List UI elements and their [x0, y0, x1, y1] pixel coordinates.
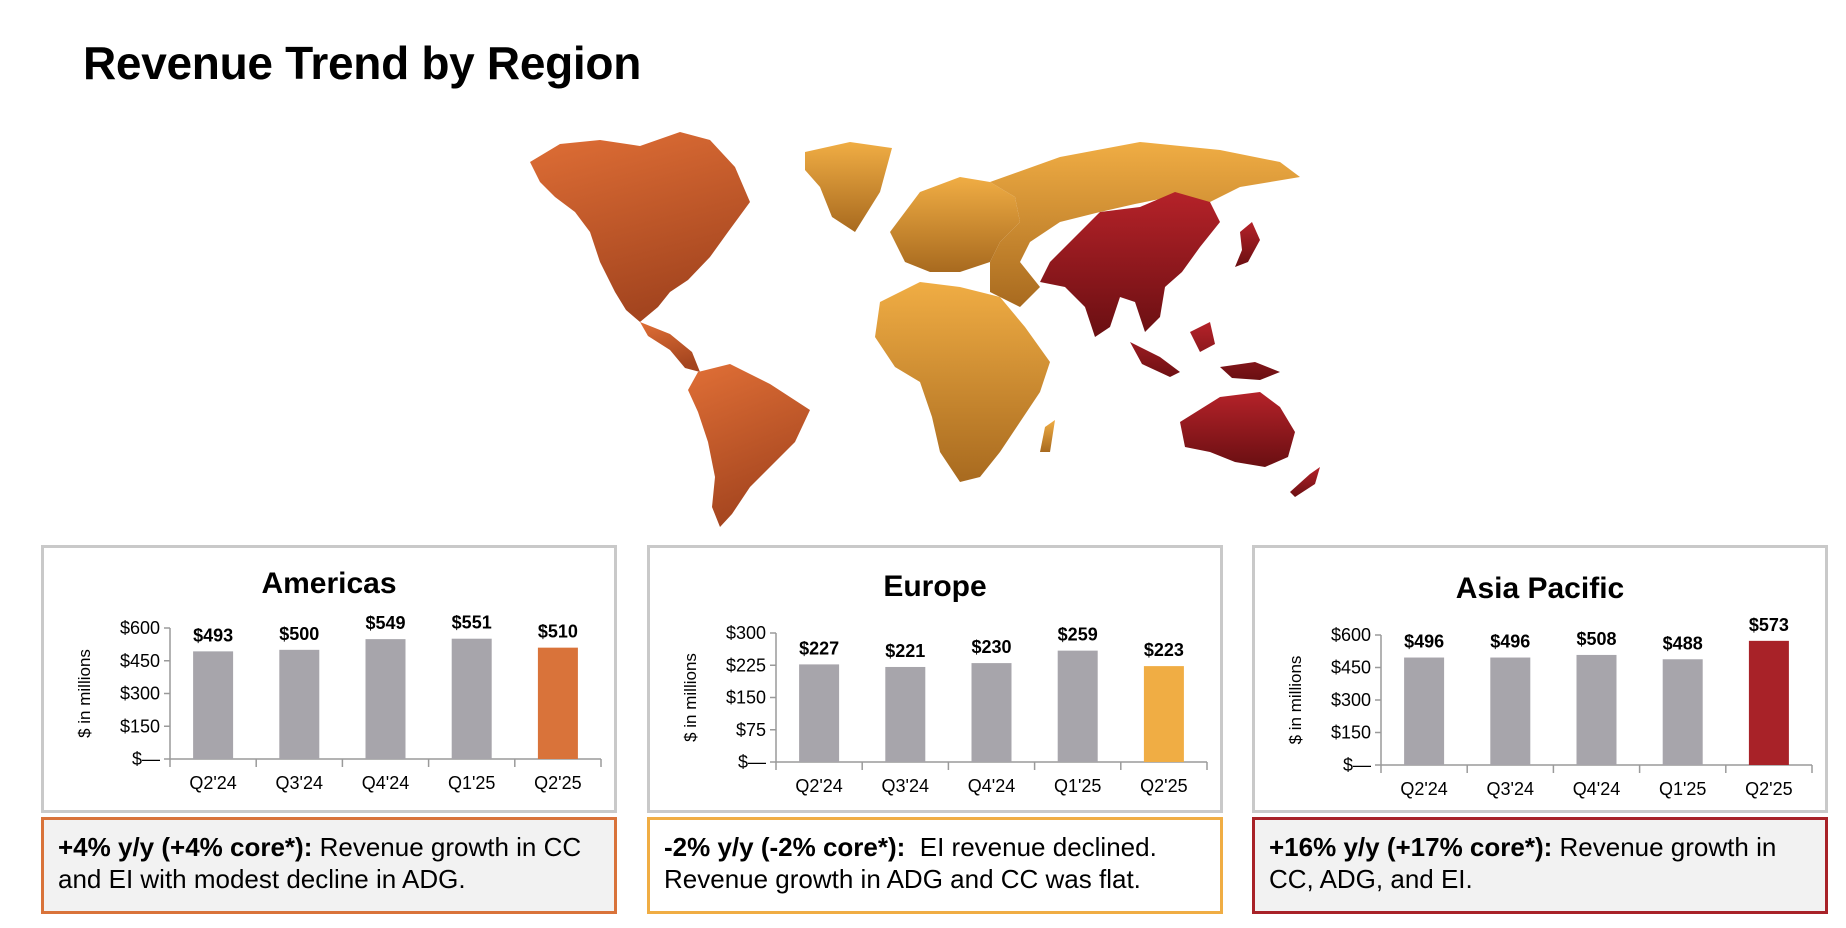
africa-shape [875, 282, 1050, 482]
australia-shape [1180, 392, 1295, 467]
americas-note-bold: +4% y/y (+4% core*): [58, 832, 313, 862]
bar [1748, 640, 1789, 765]
y-tick-label: $300 [120, 684, 160, 704]
bar-value-label: $549 [365, 613, 405, 633]
europe-note: -2% y/y (-2% core*): EI revenue declined… [647, 817, 1223, 914]
x-tick-label: Q1'25 [1054, 776, 1101, 796]
asia-pacific-panel: Asia Pacific $ in millions $— $150 $300 $450… [1252, 545, 1828, 813]
americas-note: +4% y/y (+4% core*): Revenue growth in C… [41, 817, 617, 914]
asia-pacific-note-text: Revenue growth in CC, ADG, and EI. [1269, 832, 1777, 894]
asia-pacific-bar-chart: $ in millions $— $150 $300 $450 $600 $496 Q2'24… [1286, 615, 1813, 799]
bar [1490, 657, 1531, 765]
y-tick-label: $75 [736, 720, 766, 740]
asia-pacific-note-bold: +16% y/y (+17% core*): [1269, 832, 1553, 862]
x-tick-label: Q3'24 [276, 773, 323, 793]
x-tick-label: Q3'24 [882, 776, 929, 796]
y-tick-label: $150 [726, 688, 766, 708]
north-america-shape [530, 132, 750, 322]
bar-value-label: $500 [279, 624, 319, 644]
bar-value-label: $230 [971, 637, 1011, 657]
y-tick-label: $— [738, 752, 766, 772]
y-tick-label: $300 [726, 623, 766, 643]
y-tick-label: $450 [1331, 658, 1371, 678]
x-tick-label: Q2'24 [1400, 779, 1447, 799]
bar [971, 663, 1012, 762]
bar [885, 666, 926, 762]
bar-value-label: $223 [1144, 640, 1184, 660]
y-tick-label: $600 [1331, 625, 1371, 645]
south-america-shape [688, 364, 810, 527]
x-tick-label: Q1'25 [1659, 779, 1706, 799]
asia-pacific-chart-title: Asia Pacific [1455, 572, 1625, 605]
y-axis-label: $ in millions [1286, 656, 1305, 745]
bar-value-label: $573 [1749, 615, 1789, 635]
bar [279, 649, 320, 759]
x-tick-label: Q3'24 [1487, 779, 1534, 799]
y-tick-label: $450 [120, 651, 160, 671]
bar [1057, 650, 1098, 762]
x-tick-label: Q4'24 [968, 776, 1015, 796]
americas-panel: Americas $ in millions $— $150 $300 $450 $600… [41, 545, 617, 813]
x-tick-label: Q4'24 [1573, 779, 1620, 799]
americas-bar-chart: $ in millions $— $150 $300 $450 $600 $493 Q2'24… [75, 613, 602, 793]
southeast-asia-islands-shape [1130, 322, 1280, 380]
americas-note-text: Revenue growth in CC and EI with modest … [58, 832, 582, 894]
americas-chart-title: Americas [261, 567, 397, 600]
bar [1576, 654, 1617, 765]
asia-shape [1040, 192, 1220, 337]
greenland-shape [805, 142, 892, 232]
y-axis-label: $ in millions [75, 649, 94, 738]
madagascar-shape [1040, 420, 1055, 452]
europe-shape [890, 177, 1020, 272]
bar-value-label: $551 [452, 613, 492, 633]
asia-pacific-note: +16% y/y (+17% core*): Revenue growth in… [1252, 817, 1828, 914]
europe-bar-chart: $ in millions $— $75 $150 $225 $300 $227 Q2'24 $… [681, 623, 1208, 796]
bar-value-label: $488 [1663, 633, 1703, 653]
europe-note-bold: -2% y/y (-2% core*): [664, 832, 906, 862]
bar-value-label: $221 [885, 641, 925, 661]
bar-value-label: $259 [1058, 625, 1098, 645]
europe-chart-title: Europe [883, 570, 987, 603]
y-tick-label: $— [132, 749, 160, 769]
bar [1404, 657, 1445, 765]
x-tick-label: Q4'24 [362, 773, 409, 793]
y-tick-label: $— [1343, 755, 1371, 775]
y-axis-label: $ in millions [681, 653, 700, 742]
x-tick-label: Q1'25 [448, 773, 495, 793]
y-tick-label: $600 [120, 618, 160, 638]
x-tick-label: Q2'25 [534, 773, 581, 793]
page-title: Revenue Trend by Region [83, 37, 641, 89]
world-map [530, 132, 1320, 527]
x-tick-label: Q2'24 [189, 773, 236, 793]
y-tick-label: $150 [120, 716, 160, 736]
bar [193, 651, 234, 759]
bar [451, 638, 492, 759]
central-america-shape [640, 322, 700, 372]
x-tick-label: Q2'25 [1745, 779, 1792, 799]
bar-value-label: $493 [193, 625, 233, 645]
bar-value-label: $227 [799, 638, 839, 658]
europe-note-text: EI revenue declined. Revenue growth in A… [664, 832, 1165, 894]
bar-value-label: $496 [1490, 632, 1530, 652]
bar [1143, 666, 1184, 762]
new-zealand-shape [1290, 467, 1320, 497]
bar [537, 647, 578, 759]
bar-value-label: $510 [538, 622, 578, 642]
x-tick-label: Q2'24 [795, 776, 842, 796]
y-tick-label: $300 [1331, 690, 1371, 710]
y-tick-label: $150 [1331, 723, 1371, 743]
y-tick-label: $225 [726, 655, 766, 675]
bar [799, 664, 840, 762]
japan-shape [1235, 222, 1260, 267]
bar-value-label: $496 [1404, 632, 1444, 652]
x-tick-label: Q2'25 [1140, 776, 1187, 796]
bar-value-label: $508 [1576, 629, 1616, 649]
bar [365, 639, 406, 759]
eurasia-shape [990, 142, 1300, 307]
europe-panel: Europe $ in millions $— $75 $150 $225 $300 $22… [647, 545, 1223, 813]
bar [1662, 659, 1703, 765]
